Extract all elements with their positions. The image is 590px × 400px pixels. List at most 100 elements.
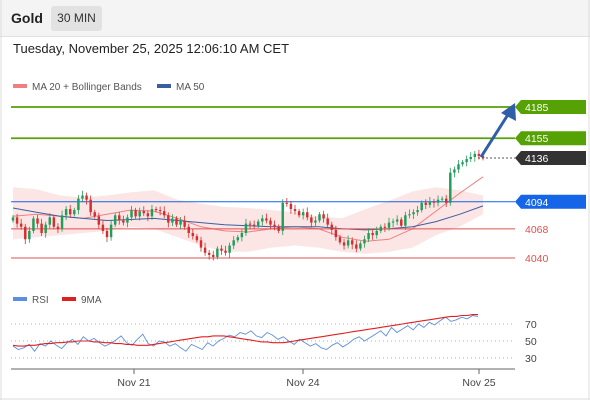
- candle-body: [162, 211, 166, 216]
- candle-body: [19, 223, 23, 227]
- timeframe-badge[interactable]: 30 MIN: [51, 6, 102, 31]
- candle-body: [416, 210, 419, 213]
- candle-body: [420, 202, 423, 211]
- rsi-tick-50: 50: [525, 336, 537, 348]
- candle-body: [428, 201, 432, 205]
- level-tag-4136: [515, 151, 586, 166]
- candle-body: [122, 220, 125, 223]
- x-tick-label-0: Nov 21: [117, 377, 150, 389]
- bollinger-band: [13, 187, 483, 254]
- chart-datetime: Tuesday, November 25, 2025 12:06:10 AM C…: [13, 41, 290, 56]
- candle-body: [36, 218, 39, 224]
- legend-swatch-1: [157, 84, 171, 88]
- x-tick-label-2: Nov 25: [462, 377, 495, 389]
- candle-body: [289, 203, 293, 210]
- candle-body: [81, 195, 84, 199]
- candle-body: [195, 236, 199, 241]
- legend-swatch-0: [13, 84, 27, 88]
- candle-body: [383, 226, 387, 228]
- candle-body: [207, 252, 211, 255]
- candle-body: [40, 223, 43, 234]
- header-bar: Gold 30 MIN: [0, 0, 590, 37]
- candle-body: [130, 210, 133, 218]
- candle-body: [216, 248, 219, 257]
- rsi-tick-70: 70: [525, 319, 537, 331]
- candle-body: [297, 211, 301, 216]
- ma20-line: [12, 176, 484, 242]
- candle-body: [236, 237, 240, 241]
- rsi-series-9ma: [12, 314, 478, 347]
- candle-body: [73, 210, 76, 215]
- candle-body: [440, 198, 444, 200]
- candle-body: [326, 218, 329, 225]
- candle-body: [449, 172, 452, 203]
- candle-body: [158, 210, 162, 212]
- candle-body: [293, 209, 297, 212]
- candle-body: [187, 226, 190, 234]
- candle-body: [469, 156, 472, 160]
- candle-body: [113, 215, 117, 225]
- candle-body: [220, 248, 223, 251]
- candle-body: [154, 209, 158, 211]
- candle-body: [240, 233, 244, 238]
- legend-label-1: MA 50: [176, 82, 205, 93]
- candle-body: [256, 221, 260, 226]
- candle-body: [68, 209, 72, 215]
- candle-body: [199, 240, 203, 248]
- candle-body: [387, 222, 391, 228]
- instrument-title: Gold: [11, 10, 43, 26]
- rsi-legend-swatch-0: [13, 297, 27, 301]
- candle-body: [203, 247, 207, 253]
- candle-body: [261, 218, 264, 222]
- candle-body: [424, 202, 428, 205]
- candle-body: [109, 224, 113, 238]
- candle-body: [404, 215, 407, 226]
- rsi-tick-30: 30: [525, 353, 537, 365]
- candle-body: [400, 219, 403, 226]
- candle-body: [281, 202, 284, 231]
- candle-body: [224, 250, 227, 253]
- candle-body: [265, 218, 268, 221]
- candle-body: [367, 233, 370, 240]
- candle-body: [24, 226, 27, 240]
- candle-body: [391, 221, 395, 223]
- candle-body: [126, 217, 129, 223]
- candle-body: [334, 229, 338, 238]
- level-text-4040: 4040: [525, 253, 549, 265]
- candle-body: [48, 217, 52, 225]
- candle-body: [93, 212, 96, 217]
- candle-body: [273, 224, 276, 227]
- candle-body: [465, 159, 468, 163]
- candle-body: [285, 202, 289, 204]
- candle-body: [346, 240, 350, 246]
- legend-label-0: MA 20 + Bollinger Bands: [32, 82, 142, 93]
- level-tag-text-4094: 4094: [525, 197, 549, 209]
- candle-body: [363, 239, 366, 244]
- candle-body: [371, 233, 374, 236]
- candle-body: [64, 209, 68, 216]
- x-tick-label-1: Nov 24: [286, 377, 319, 389]
- candle-body: [322, 214, 325, 219]
- candle-body: [56, 226, 60, 229]
- candle-body: [314, 220, 317, 223]
- candle-body: [342, 242, 346, 246]
- candle-body: [212, 254, 215, 257]
- candle-body: [395, 219, 399, 222]
- level-text-4068: 4068: [525, 224, 549, 236]
- candle-body: [28, 230, 31, 240]
- candle-body: [191, 233, 195, 237]
- candle-body: [359, 243, 362, 249]
- level-tag-4185: [515, 100, 586, 114]
- candle-body: [138, 211, 141, 217]
- candle-body: [89, 199, 92, 213]
- candle-body: [52, 217, 56, 227]
- candle-body: [453, 169, 456, 173]
- candle-body: [179, 220, 182, 225]
- candle-body: [269, 220, 272, 225]
- candle-body: [77, 198, 80, 211]
- rsi-series-rsi: [12, 315, 479, 352]
- level-tag-text-4185: 4185: [525, 102, 549, 114]
- forecast-arrow-head: [501, 103, 516, 121]
- candle-body: [118, 215, 121, 221]
- rsi-legend-swatch-1: [62, 297, 76, 301]
